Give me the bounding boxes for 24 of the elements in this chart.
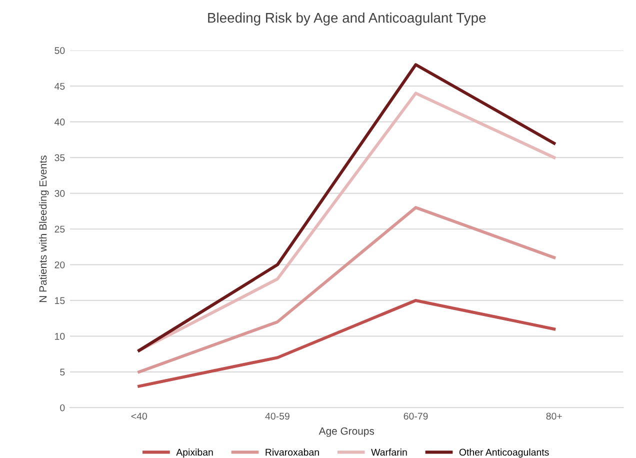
legend-label: Rivaroxaban xyxy=(266,448,319,456)
y-tick-label: 25 xyxy=(54,226,65,233)
y-tick-label: 20 xyxy=(54,261,65,268)
x-axis-title: Age Groups xyxy=(318,427,374,437)
legend-label: Apixiban xyxy=(176,448,213,458)
line-series xyxy=(138,298,556,388)
y-tick-label: 5 xyxy=(60,368,65,376)
x-tick-label: 80+ xyxy=(546,412,562,420)
legend-label: Warfarin xyxy=(371,448,407,456)
x-tick-label: 60-79 xyxy=(404,412,428,420)
y-tick-label: 10 xyxy=(55,332,65,340)
x-tick-label: 40-59 xyxy=(265,412,290,420)
y-tick-label: 15 xyxy=(55,297,65,304)
chart-title: Bleeding Risk by Age and Anticoagulant Type xyxy=(208,12,486,26)
legend-label: Other Anticoagulants xyxy=(459,448,549,458)
y-axis-title: N Patients with Bleeding Events xyxy=(39,156,49,302)
y-tick-label: 45 xyxy=(54,82,65,90)
y-tick-label: 50 xyxy=(54,47,65,54)
y-tick-label: 35 xyxy=(54,154,65,162)
y-tick-label: 30 xyxy=(54,190,65,197)
y-tick-label: 0 xyxy=(60,404,65,412)
x-tick-label: <40 xyxy=(131,412,147,420)
y-tick-label: 40 xyxy=(54,118,65,126)
line-series xyxy=(138,206,556,374)
